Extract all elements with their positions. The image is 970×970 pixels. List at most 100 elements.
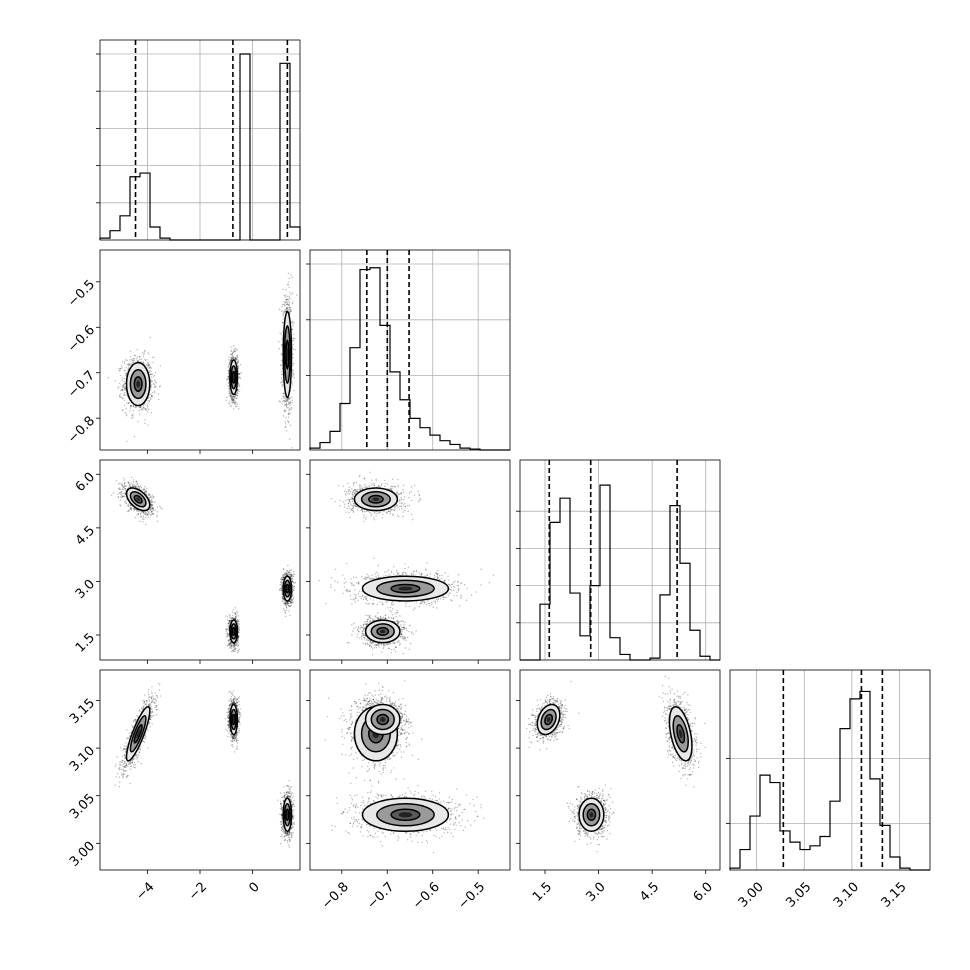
sample-point (234, 402, 237, 404)
sample-point (232, 398, 235, 401)
sample-point (235, 348, 237, 350)
scatter-content-2-1 (107, 272, 298, 449)
sample-point (131, 414, 134, 417)
sample-point (232, 618, 235, 620)
sample-point (129, 350, 132, 353)
sample-point (234, 612, 237, 615)
sample-point (233, 349, 235, 351)
sample-point (284, 308, 287, 311)
sample-point (290, 293, 292, 296)
sample-point (234, 615, 237, 618)
sample-point (230, 645, 232, 647)
sample-point (153, 496, 155, 498)
sample-point (120, 493, 122, 495)
sample-point (238, 628, 241, 631)
sample-point (229, 642, 232, 644)
sample-point (228, 366, 230, 368)
sample-point (283, 301, 286, 303)
sample-point (227, 622, 230, 625)
sample-point (280, 377, 283, 380)
density-peak-2-1-mode-1 (136, 380, 140, 388)
sample-point (283, 397, 286, 399)
sample-point (238, 376, 240, 379)
sample-point (234, 650, 236, 653)
sample-point (122, 397, 124, 399)
sample-point (234, 350, 236, 352)
sample-point (234, 645, 236, 647)
sample-point (236, 389, 239, 392)
sample-point (229, 645, 231, 647)
sample-point (233, 399, 236, 402)
sample-point (288, 309, 290, 311)
histogram-grid-3 (520, 460, 720, 660)
sample-point (282, 392, 285, 394)
sample-point (236, 362, 239, 365)
sample-point (128, 484, 130, 486)
sample-point (127, 402, 130, 405)
sample-point (124, 491, 126, 494)
sample-point (228, 633, 230, 635)
sample-point (229, 394, 232, 397)
sample-point (119, 367, 122, 370)
sample-point (292, 301, 294, 303)
sample-point (232, 649, 234, 651)
sample-point (127, 402, 130, 404)
sample-point (140, 487, 143, 489)
sample-point (159, 507, 162, 509)
sample-point (161, 508, 163, 510)
sample-point (237, 615, 240, 617)
sample-point (132, 405, 135, 407)
sample-point (141, 489, 143, 491)
sample-point (232, 399, 234, 401)
sample-point (285, 405, 288, 407)
sample-point (144, 491, 147, 493)
sample-point (124, 487, 127, 490)
sample-point (289, 402, 291, 405)
sample-point (142, 516, 145, 518)
sample-point (228, 639, 230, 641)
sample-point (284, 302, 287, 304)
sample-point (122, 409, 124, 412)
sample-point (129, 507, 132, 509)
sample-point (236, 640, 239, 642)
sample-point (117, 483, 120, 485)
sample-point (153, 374, 156, 377)
sample-point (150, 378, 152, 381)
sample-point (228, 402, 230, 404)
sample-point (237, 360, 239, 363)
sample-point (283, 409, 286, 412)
sample-point (236, 651, 239, 654)
sample-point (233, 402, 235, 404)
sample-point (287, 421, 290, 424)
sample-point (151, 356, 154, 359)
sample-point (143, 513, 146, 515)
density-peak-2-1-mode-3 (286, 347, 289, 362)
sample-point (284, 403, 287, 406)
sample-point (278, 348, 280, 350)
sample-point (290, 309, 292, 311)
sample-point (230, 395, 232, 397)
sample-point (228, 372, 230, 375)
sample-point (150, 510, 153, 512)
sample-point (292, 356, 295, 359)
sample-point (237, 650, 240, 652)
sample-point (147, 513, 149, 516)
sample-point (141, 408, 143, 410)
sample-point (229, 643, 232, 645)
sample-point (233, 399, 235, 401)
sample-point (284, 310, 287, 313)
sample-point (229, 642, 231, 644)
sample-point (288, 301, 291, 304)
sample-point (280, 382, 282, 384)
sample-point (129, 410, 131, 412)
sample-point (140, 512, 142, 514)
sample-point (238, 373, 241, 375)
sample-point (124, 361, 126, 363)
sample-point (132, 361, 134, 363)
sample-point (151, 395, 153, 397)
sample-point (125, 485, 128, 487)
sample-point (233, 356, 235, 359)
sample-point (139, 513, 142, 516)
sample-point (143, 488, 145, 490)
sample-point (146, 359, 148, 361)
